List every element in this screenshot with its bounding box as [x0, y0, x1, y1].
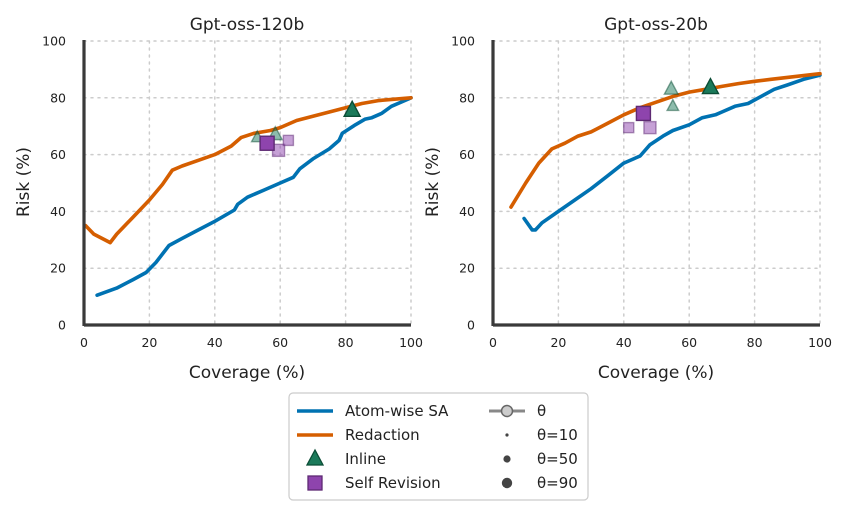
inline-marker-theta-90: [342, 99, 362, 117]
chart-title: Gpt-oss-120b: [190, 15, 305, 35]
legend-label: Atom-wise SA: [345, 402, 449, 420]
chart-panel-gpt-oss-20b: Gpt-oss-20b 0 20 40 60 80 100 0 20 40 60 80 100 Cov…: [423, 15, 832, 383]
x-tick-label: 100: [399, 335, 423, 350]
legend: Atom-wise SA Redaction Inline Self Revision…: [288, 392, 589, 501]
self-revision-marker-theta-90: [635, 105, 652, 122]
legend-label: θ=90: [537, 474, 578, 492]
inline-marker-theta-50: [663, 79, 680, 95]
y-tick-label: 60: [50, 147, 66, 162]
legend-item-redaction: Redaction: [297, 426, 420, 444]
y-tick-label: 100: [42, 34, 66, 49]
legend-item-10: θ=10: [505, 426, 578, 444]
legend-theta-circle: [500, 404, 514, 418]
chart-panel-gpt-oss-120b: Gpt-oss-120b 0 20 40 60 80 100 0 20 40 60 80 100 Co…: [14, 15, 423, 383]
y-tick-label: 0: [58, 318, 66, 333]
y-tick-label: 20: [459, 261, 475, 276]
x-axis-label: Coverage (%): [189, 363, 305, 383]
inline-marker-theta-10: [665, 98, 680, 112]
x-axis-label: Coverage (%): [598, 363, 714, 383]
y-axis-label: Risk (%): [14, 147, 34, 217]
x-tick-label: 60: [272, 335, 288, 350]
y-tick-label: 40: [459, 204, 475, 219]
x-tick-label: 80: [747, 335, 763, 350]
legend-label: θ=50: [537, 450, 578, 468]
legend-label: θ: [537, 402, 546, 420]
x-tick-label: 60: [681, 335, 697, 350]
legend-label: Redaction: [345, 426, 420, 444]
x-tick-label: 0: [489, 335, 497, 350]
legend-label: Inline: [345, 450, 386, 468]
y-tick-label: 80: [50, 90, 66, 105]
x-tick-label: 100: [808, 335, 832, 350]
series-line-redaction: [509, 71, 822, 209]
self-revision-marker-theta-90: [259, 135, 275, 151]
legend-theta-dot: [501, 477, 513, 489]
x-tick-label: 40: [616, 335, 632, 350]
y-tick-label: 40: [50, 204, 66, 219]
y-tick-label: 0: [467, 318, 475, 333]
inline-marker-theta-90: [701, 77, 720, 95]
series-line-atom-wise-sa: [522, 73, 822, 232]
y-tick-label: 60: [459, 147, 475, 162]
x-tick-label: 40: [207, 335, 223, 350]
legend-triangle-swatch: [305, 448, 325, 466]
x-tick-label: 0: [80, 335, 88, 350]
y-tick-label: 100: [451, 34, 475, 49]
legend-label: Self Revision: [345, 474, 441, 492]
x-tick-label: 20: [141, 335, 157, 350]
legend-box: [288, 392, 589, 501]
legend-square-swatch: [307, 475, 323, 491]
self-revision-marker-theta-10: [282, 134, 295, 147]
legend-item-atom-wise-sa: Atom-wise SA: [297, 402, 449, 420]
x-tick-label: 80: [338, 335, 354, 350]
legend-item-90: θ=90: [501, 474, 578, 492]
legend-theta-dot: [505, 433, 509, 437]
self-revision-marker-theta-10: [622, 121, 635, 134]
chart-title: Gpt-oss-20b: [604, 15, 708, 35]
y-tick-label: 80: [459, 90, 475, 105]
legend-item-: θ: [489, 402, 546, 420]
legend-theta-dot: [503, 455, 511, 463]
x-tick-label: 20: [550, 335, 566, 350]
legend-label: θ=10: [537, 426, 578, 444]
legend-item-self-revision: Self Revision: [307, 474, 441, 492]
series-line-atom-wise-sa: [95, 96, 413, 297]
y-tick-label: 20: [50, 261, 66, 276]
legend-item-50: θ=50: [503, 450, 578, 468]
legend-item-inline: Inline: [305, 448, 386, 468]
self-revision-marker-theta-50: [643, 120, 657, 135]
y-axis-label: Risk (%): [423, 147, 443, 217]
